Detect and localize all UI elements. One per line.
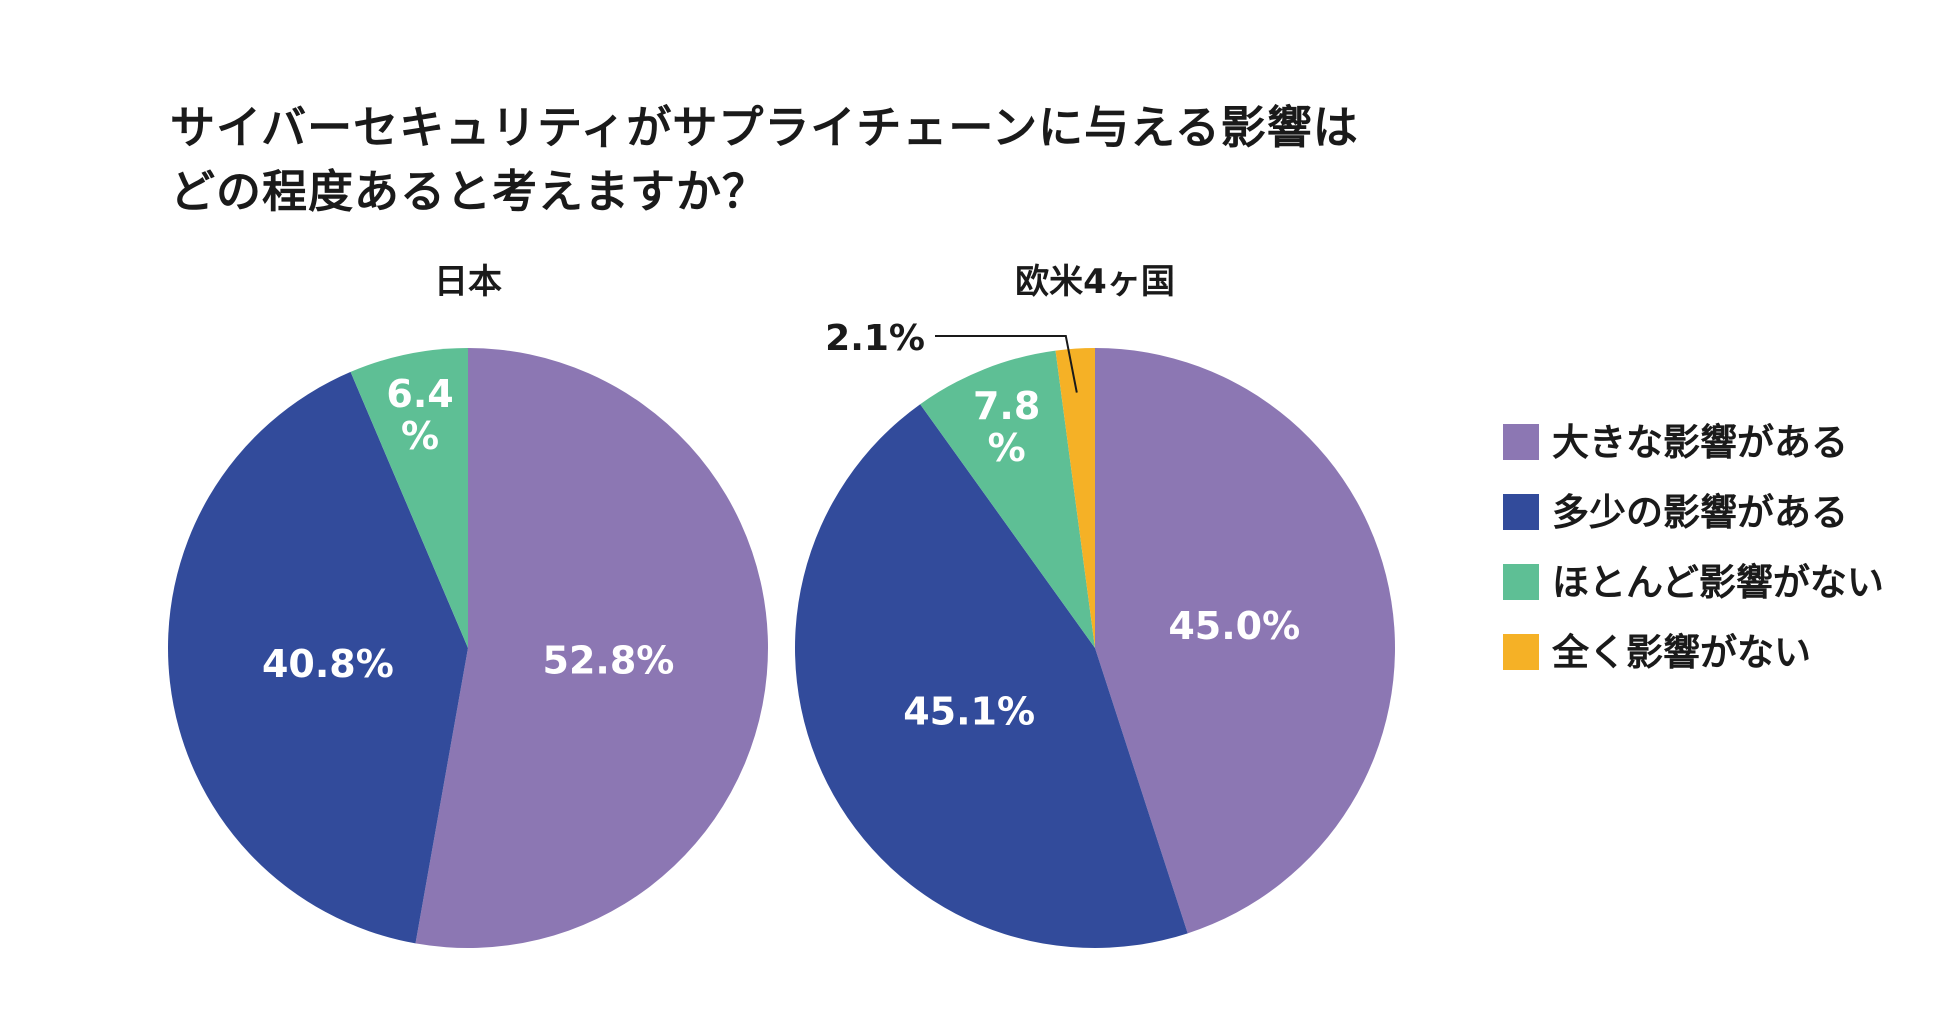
chart-title-line1: サイバーセキュリティがサプライチェーンに与える影響は	[170, 101, 1359, 154]
pie-japan-label-1: 40.8%	[262, 642, 394, 686]
pie-title-japan: 日本	[434, 262, 502, 302]
pie-japan: 52.8% 40.8% 6.4%	[167, 348, 769, 948]
legend-label-3: 全く影響がない	[1551, 631, 1811, 674]
legend-swatch-0	[1503, 424, 1539, 460]
pie-western-label-0: 45.0%	[1168, 604, 1300, 648]
pie-western-slice-1	[795, 404, 1188, 948]
legend-swatch-2	[1503, 564, 1539, 600]
pie-western-leader-line	[935, 335, 1078, 393]
pie-japan-slice-1	[167, 371, 468, 944]
chart-title: サイバーセキュリティがサプライチェーンに与える影響は どの程度あると考えますか？	[170, 96, 1359, 224]
legend-swatch-1	[1503, 494, 1539, 530]
pie-western-label-2: 7.8%	[973, 384, 1040, 470]
pie-western-label-1: 45.1%	[903, 690, 1035, 734]
pie-western-slice-2	[920, 350, 1095, 648]
legend-label-0: 大きな影響がある	[1552, 421, 1848, 464]
pie-japan-label-0: 52.8%	[543, 638, 675, 682]
pie-title-western: 欧米4ヶ国	[1015, 262, 1175, 302]
pie-japan-slice-0	[415, 348, 769, 948]
legend-swatch-3	[1503, 634, 1539, 670]
pie-japan-slice-2	[350, 348, 468, 648]
legend-label-1: 多少の影響がある	[1552, 491, 1848, 534]
chart-title-line2: どの程度あると考えますか？	[170, 165, 769, 218]
legend-label-2: ほとんど影響がない	[1552, 561, 1884, 604]
pie-western-label-3: 2.1%	[825, 318, 925, 359]
pie-western-slice-3	[1055, 348, 1095, 648]
pie-western: 45.0% 45.1% 7.8 % 2.1%	[795, 318, 1396, 948]
pie-western-slice-0	[1095, 348, 1396, 934]
pie-japan-label-2: 6.4%	[386, 372, 453, 458]
